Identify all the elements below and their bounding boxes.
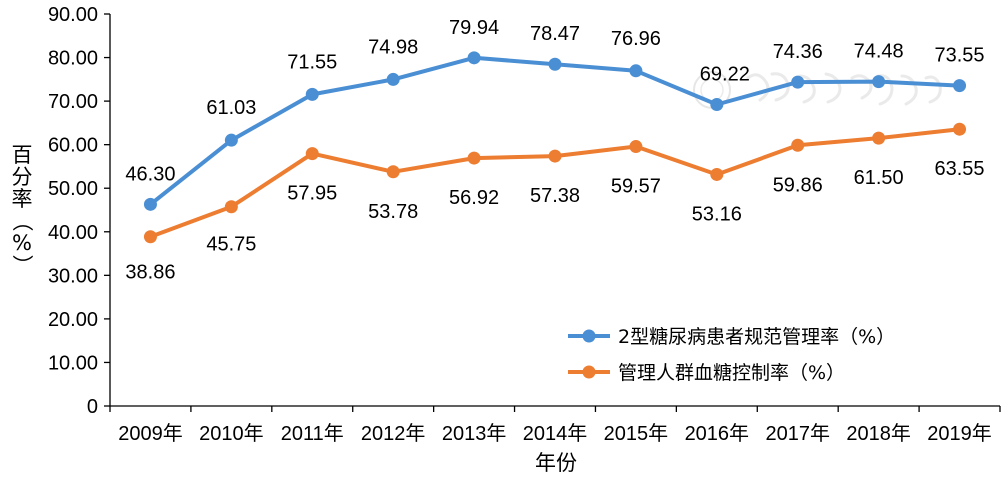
series-1-data-label: 53.78 (368, 201, 418, 223)
x-tick-label: 2009年 (118, 422, 183, 445)
series-1-point (467, 151, 481, 165)
series-1-point (872, 131, 886, 145)
legend-marker-1 (582, 365, 596, 379)
series-1-data-label: 59.86 (773, 174, 823, 196)
x-tick-label: 2012年 (361, 422, 426, 445)
series-1-point (305, 147, 319, 161)
x-tick-label: 2016年 (685, 422, 750, 445)
series-0-data-label: 46.30 (125, 163, 175, 185)
y-axis-title-char: （ (10, 211, 34, 232)
series-0-data-label: 73.55 (935, 45, 985, 67)
y-tick-label: 20.00 (48, 309, 98, 331)
series-0-point (791, 75, 805, 89)
series-0-data-label: 74.36 (773, 41, 823, 63)
y-axis-title-char: 分 (12, 165, 33, 189)
series-line-1 (149, 127, 960, 239)
series-0-data-label: 61.03 (206, 97, 256, 119)
x-tick-label: 2019年 (927, 422, 992, 445)
series-0-point (143, 197, 157, 211)
x-tick-label: 2018年 (846, 422, 911, 445)
y-tick-label: 40.00 (48, 222, 98, 244)
y-tick-label: 0 (87, 396, 98, 418)
series-1-point (629, 140, 643, 154)
x-axis-title: 年份 (535, 451, 577, 475)
series-0-data-label: 76.96 (611, 28, 661, 50)
x-tick-label: 2010年 (199, 422, 264, 445)
series-1-data-label: 56.92 (449, 187, 499, 209)
x-tick-label: 2017年 (765, 422, 830, 445)
legend-marker-0 (582, 329, 596, 343)
series-0-point (710, 98, 724, 112)
legend-label-1: 管理人群血糖控制率（%） (618, 362, 845, 384)
series-1-point (710, 167, 724, 181)
series-1-data-label: 53.16 (692, 203, 742, 225)
series-1-data-label: 57.95 (287, 183, 337, 205)
series-1-data-label: 63.55 (935, 158, 985, 180)
series-1-point (143, 230, 157, 244)
y-axis-title-char: 百 (12, 143, 33, 167)
x-axis: 2009年 2010年 2011年 2012年 2013年 2014年 2015年 2016年… (109, 405, 1001, 445)
series-0-point (629, 64, 643, 78)
series-1-data-label: 38.86 (125, 262, 175, 284)
series-1-data-label: 59.57 (611, 176, 661, 198)
series-1-data-label: 61.50 (854, 167, 904, 189)
series-0-point (386, 72, 400, 86)
series-0-data-label: 74.98 (368, 36, 418, 58)
y-tick-label: 60.00 (48, 135, 98, 157)
series-1-point (386, 165, 400, 179)
series-0-data-label: 71.55 (287, 51, 337, 73)
series-1-point (791, 138, 805, 152)
series-1-point (953, 122, 967, 136)
series-1-data-label: 57.38 (530, 185, 580, 207)
series-0-data-label: 69.22 (700, 64, 750, 86)
x-tick-label: 2014年 (523, 422, 588, 445)
x-tick-label: 2013年 (442, 422, 507, 445)
data-labels: 46.30 61.03 71.55 74.98 79.94 78.47 76.96 69.22… (125, 17, 984, 284)
y-tick-label: 70.00 (48, 91, 98, 113)
series-0-data-label: 74.48 (854, 41, 904, 63)
series-0-data-label: 78.47 (530, 23, 580, 45)
x-tick-label: 2015年 (604, 422, 669, 445)
series-1-data-label: 45.75 (206, 234, 256, 256)
legend: 2型糖尿病患者规范管理率（%） 管理人群血糖控制率（%） (568, 326, 895, 384)
series-0-data-label: 79.94 (449, 17, 499, 39)
series-0-point (953, 79, 967, 93)
y-axis-title-char: 率 (12, 187, 33, 211)
y-axis: 0 10.00 20.00 30.00 40.00 50.00 60.00 70.00 80.0… (48, 4, 111, 418)
y-axis-title: 百分率（%） (10, 143, 34, 276)
y-axis-title-char: % (12, 231, 32, 255)
y-tick-label: 90.00 (48, 4, 98, 26)
legend-label-0: 2型糖尿病患者规范管理率（%） (618, 326, 895, 348)
series-0-point (467, 51, 481, 65)
series-1-point (224, 200, 238, 214)
y-tick-label: 30.00 (48, 265, 98, 287)
y-tick-label: 50.00 (48, 178, 98, 200)
series-0-point (224, 133, 238, 147)
y-axis-title-char: ） (10, 255, 34, 276)
series-0-point (305, 87, 319, 101)
series-layer (143, 51, 967, 244)
y-tick-label: 80.00 (48, 48, 98, 70)
series-0-point (548, 57, 562, 71)
y-tick-label: 10.00 (48, 352, 98, 374)
series-0-point (872, 75, 886, 89)
x-tick-label: 2011年 (281, 422, 344, 445)
series-1-point (548, 149, 562, 163)
